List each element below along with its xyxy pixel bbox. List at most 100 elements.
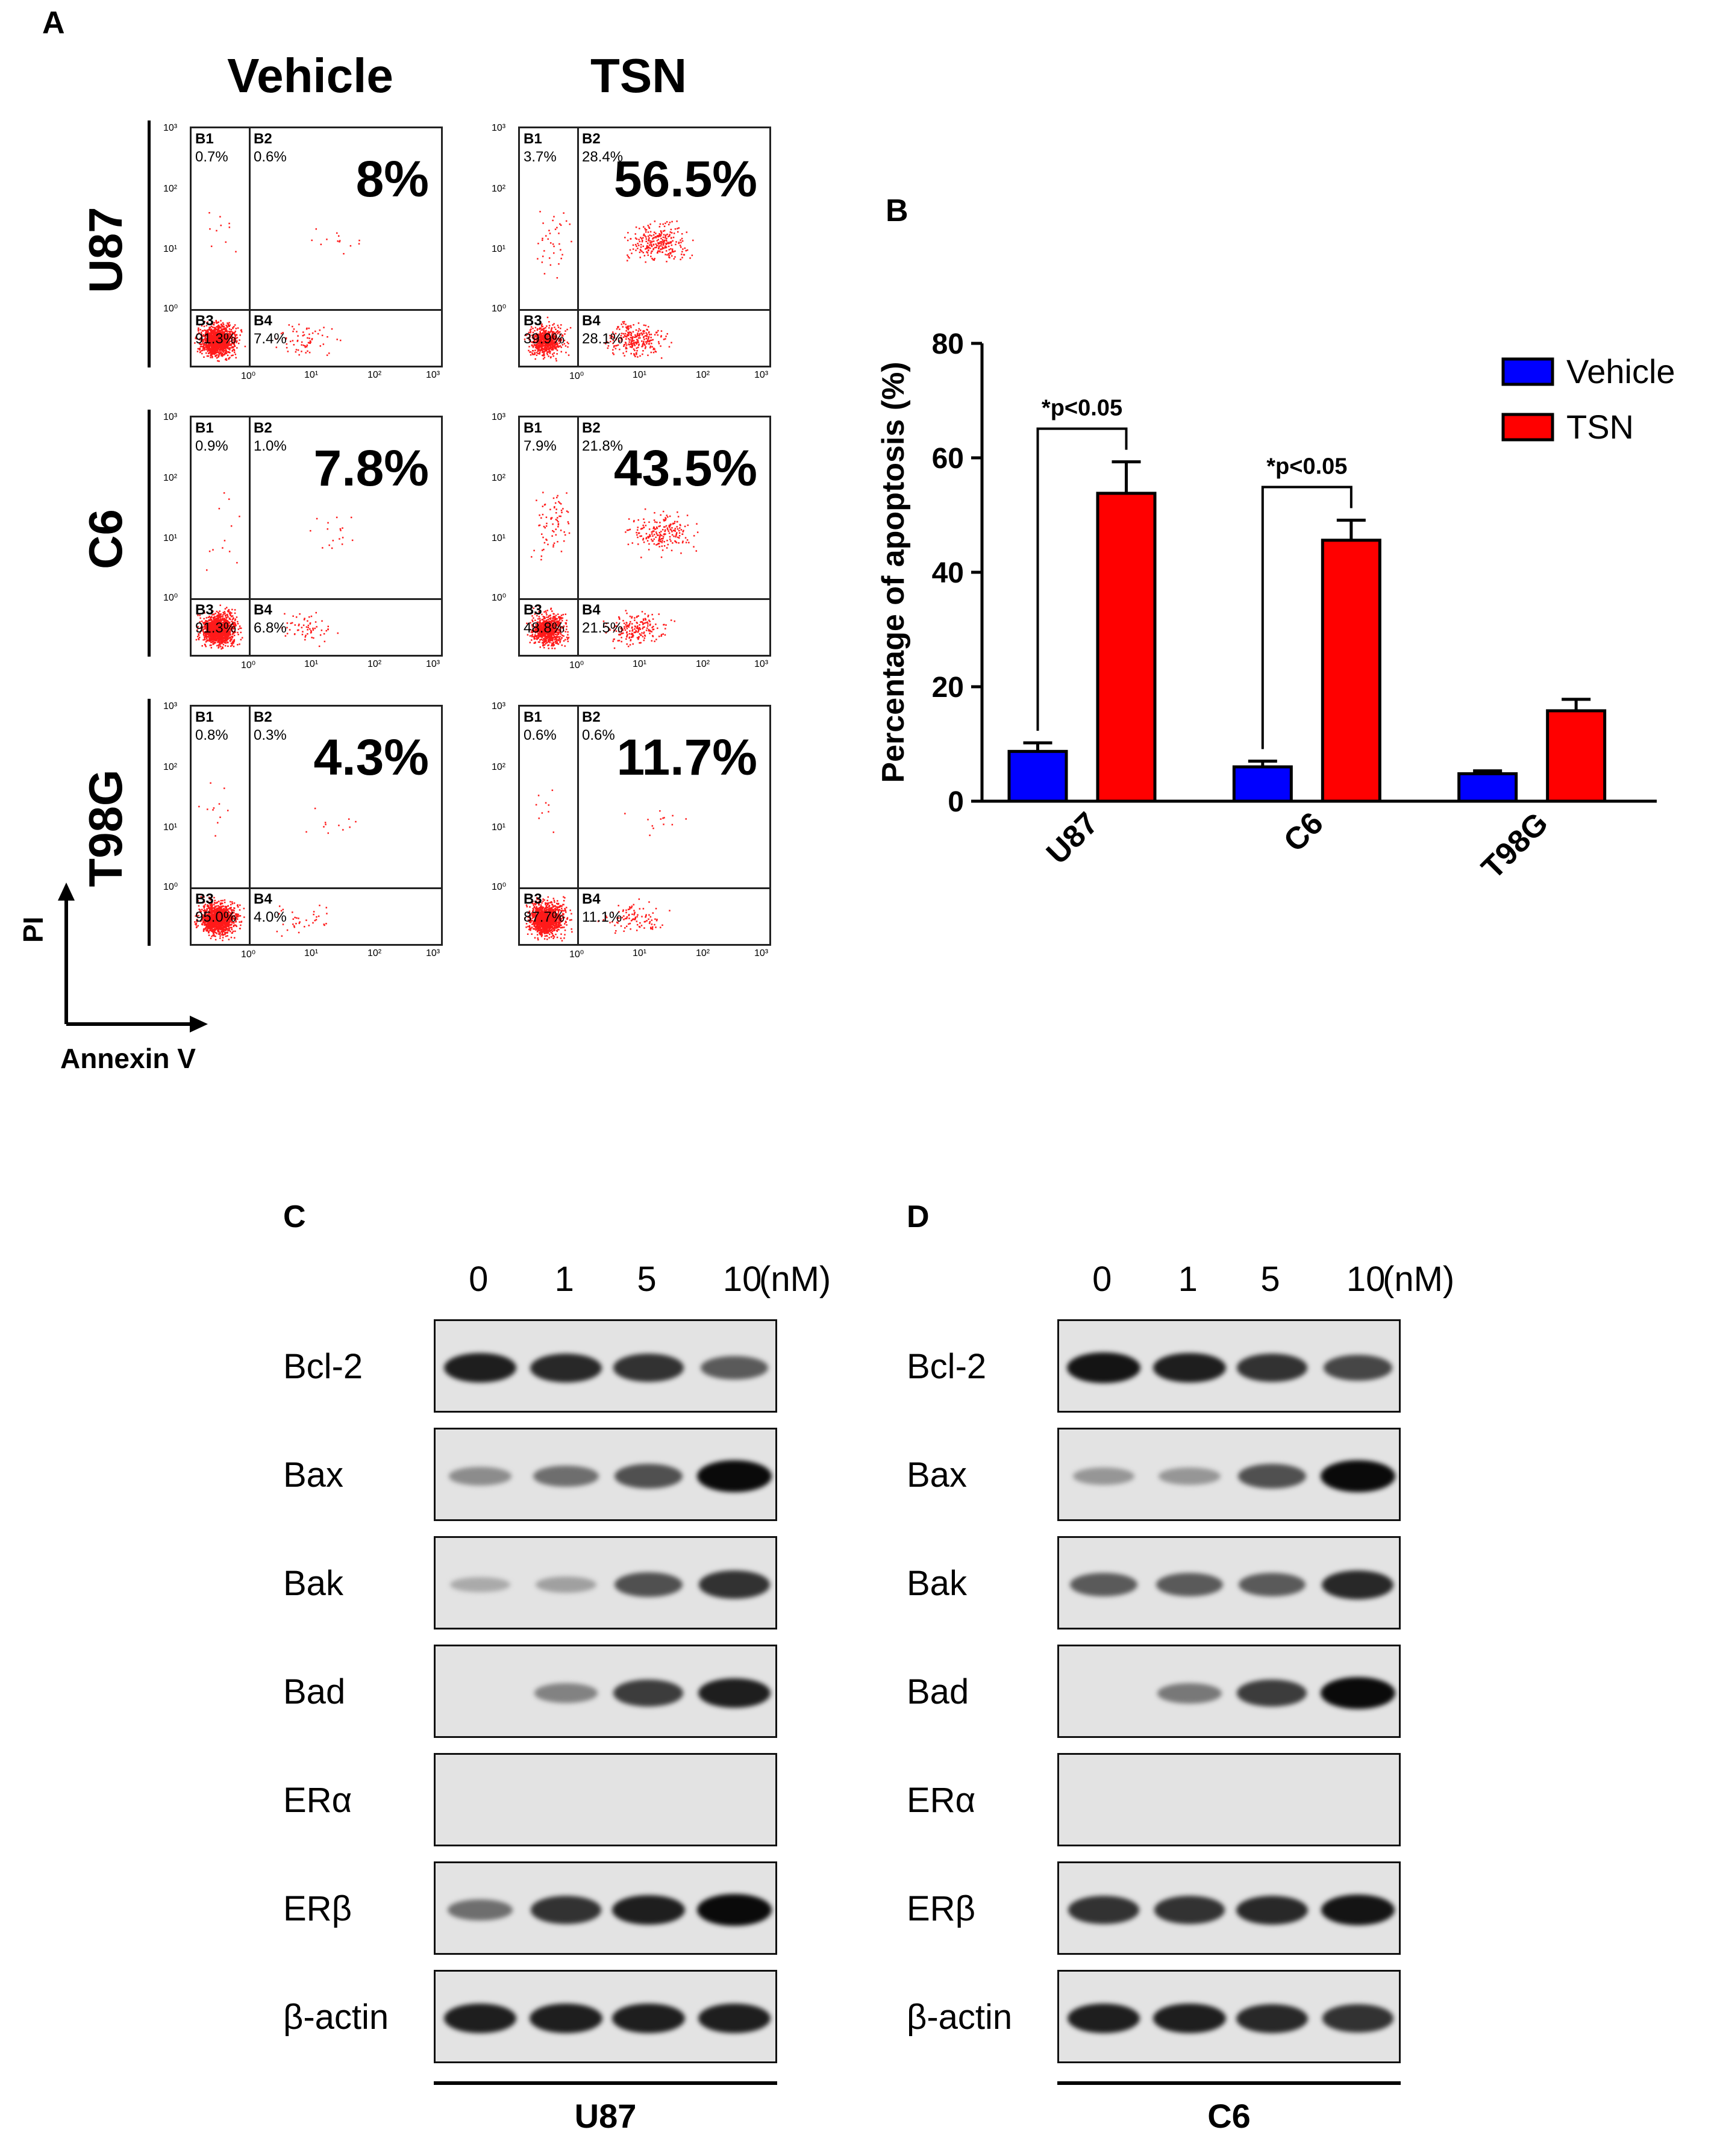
- flow-dot: [631, 346, 633, 348]
- flow-dot: [223, 333, 225, 334]
- flow-dot: [658, 613, 660, 615]
- flow-dot: [561, 511, 563, 514]
- flow-dot: [228, 325, 230, 327]
- flow-dot: [658, 234, 660, 237]
- flow-dot: [634, 355, 636, 358]
- flow-dot: [547, 343, 549, 345]
- flow-dot: [636, 347, 637, 349]
- flow-dot: [208, 348, 210, 349]
- flow-dot: [214, 613, 216, 614]
- flow-dot: [225, 349, 227, 351]
- flow-dot: [220, 613, 222, 615]
- flow-dot: [537, 618, 539, 620]
- flow-dot: [534, 346, 537, 349]
- flow-dot: [645, 261, 646, 263]
- flow-dot: [537, 342, 539, 345]
- flow-dot: [544, 617, 546, 619]
- flow-dot: [544, 621, 546, 623]
- flow-dot: [678, 532, 681, 534]
- flow-dot: [646, 333, 648, 336]
- flow-dot: [563, 212, 564, 214]
- flow-dot: [552, 345, 554, 347]
- flow-dot: [669, 234, 671, 236]
- flow-dot: [560, 614, 563, 616]
- flow-dot: [554, 616, 556, 618]
- flow-dot: [215, 340, 217, 342]
- flow-dot: [308, 337, 310, 339]
- flow-dot: [564, 645, 566, 647]
- flow-dot: [539, 349, 540, 352]
- flow-dot: [536, 334, 539, 336]
- flow-dot: [549, 340, 551, 343]
- flow-dot: [534, 636, 536, 637]
- flow-dot: [202, 633, 205, 636]
- flow-dot: [644, 508, 646, 510]
- flow-dot: [618, 640, 621, 642]
- quadrant-b2-value: 0.6%: [254, 149, 287, 165]
- flow-dot: [557, 523, 560, 525]
- flow-dot: [544, 347, 546, 349]
- flow-dot: [319, 634, 322, 636]
- flow-dot: [648, 227, 651, 230]
- flow-dot: [234, 624, 236, 626]
- flow-dot: [636, 626, 639, 628]
- flow-dot: [537, 343, 539, 345]
- flow-dot: [672, 236, 675, 239]
- flow-dot: [543, 611, 545, 613]
- flow-dot: [660, 345, 661, 347]
- flow-dot: [538, 611, 540, 613]
- flow-dot: [695, 550, 698, 552]
- flow-dot: [233, 341, 235, 343]
- flow-dot: [546, 623, 548, 625]
- flow-dot: [221, 353, 224, 355]
- flow-dot: [545, 327, 546, 329]
- flow-dot: [206, 633, 208, 635]
- flow-dot: [533, 642, 536, 644]
- flow-dot: [220, 347, 222, 349]
- flow-dot: [630, 334, 632, 336]
- flow-dot: [630, 343, 632, 345]
- flow-dot: [220, 642, 222, 645]
- flow-dot: [216, 635, 218, 637]
- flow-dot: [215, 329, 217, 331]
- flow-dot: [542, 492, 544, 493]
- flow-dot: [681, 251, 683, 253]
- flow-dot: [227, 642, 228, 644]
- flow-dot: [624, 626, 625, 628]
- flow-dot: [629, 346, 631, 348]
- flow-dot: [623, 322, 625, 325]
- flow-dot: [546, 350, 548, 352]
- quadrant-b4-name: B4: [254, 313, 272, 329]
- flow-dot: [659, 251, 661, 253]
- flow-dot: [627, 232, 629, 234]
- flow-dot: [223, 338, 225, 340]
- flow-dot: [199, 346, 202, 348]
- flow-dot: [549, 614, 551, 617]
- flow-dot: [226, 626, 228, 629]
- flow-dot: [543, 617, 545, 620]
- flow-dot: [530, 622, 531, 624]
- flow-dot: [556, 517, 558, 519]
- flow-dot: [213, 349, 216, 351]
- flow-dot: [207, 350, 209, 352]
- flow-dot: [222, 547, 224, 549]
- flow-plot: B1 3.7% B2 28.4% B3 39.9% B4 28.1% 56.5%: [518, 127, 771, 367]
- flow-dot: [220, 618, 222, 620]
- flow-dot: [545, 346, 547, 349]
- flow-dot: [643, 332, 645, 334]
- flow-dot: [627, 634, 628, 636]
- flow-dot: [559, 631, 561, 634]
- flow-dot: [540, 333, 543, 334]
- flow-dot: [219, 216, 221, 218]
- flow-dot: [636, 339, 638, 341]
- flow-dot: [613, 626, 615, 629]
- flow-dot: [210, 647, 213, 649]
- flow-dot: [679, 527, 681, 529]
- flow-dot: [693, 546, 695, 548]
- flow-dot: [213, 351, 215, 353]
- flow-dot: [222, 619, 224, 621]
- flow-dot: [222, 634, 225, 636]
- flow-dot: [544, 350, 546, 352]
- flow-dot: [292, 330, 294, 333]
- flow-dot: [546, 631, 549, 633]
